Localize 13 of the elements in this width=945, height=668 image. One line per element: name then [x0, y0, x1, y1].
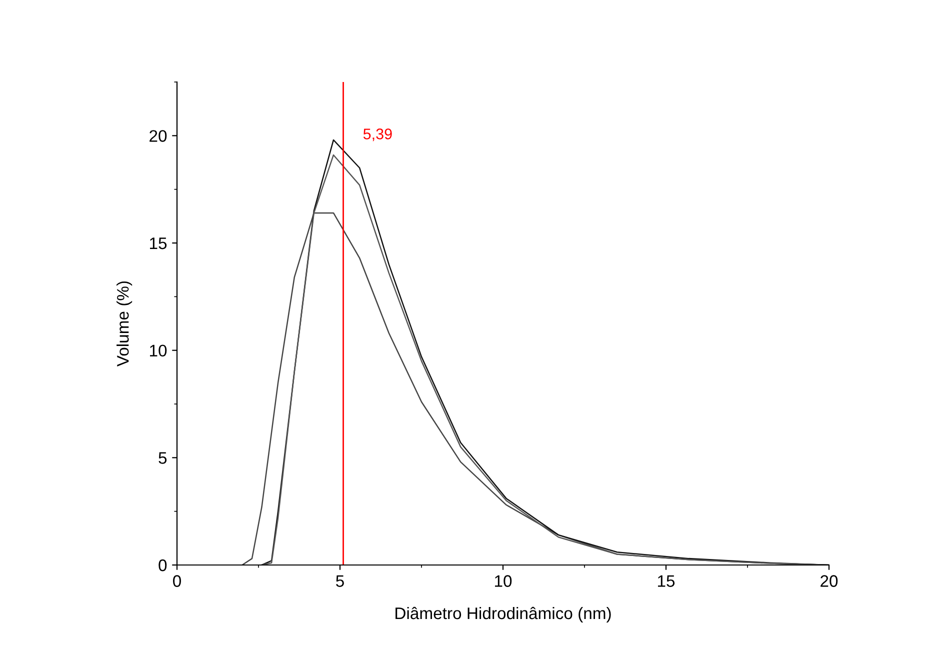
x-axis-title: Diâmetro Hidrodinâmico (nm)	[396, 606, 611, 622]
annotation: 5,39	[363, 128, 392, 142]
y-tick-label: 10	[150, 344, 167, 357]
x-tick-label: 20	[820, 575, 838, 587]
y-tick-label: 20	[150, 130, 167, 142]
x-tick-label: 0	[173, 575, 181, 587]
y-tick-label: 0	[158, 559, 167, 572]
x-tick-label: 10	[495, 575, 512, 587]
x-tick-label: 5	[336, 575, 344, 587]
y-tick-label: 5	[158, 452, 167, 464]
y-tick-label: 15	[150, 238, 167, 250]
y-axis-title: Volume (%)	[116, 281, 132, 366]
x-tick-label: 15	[658, 575, 675, 587]
